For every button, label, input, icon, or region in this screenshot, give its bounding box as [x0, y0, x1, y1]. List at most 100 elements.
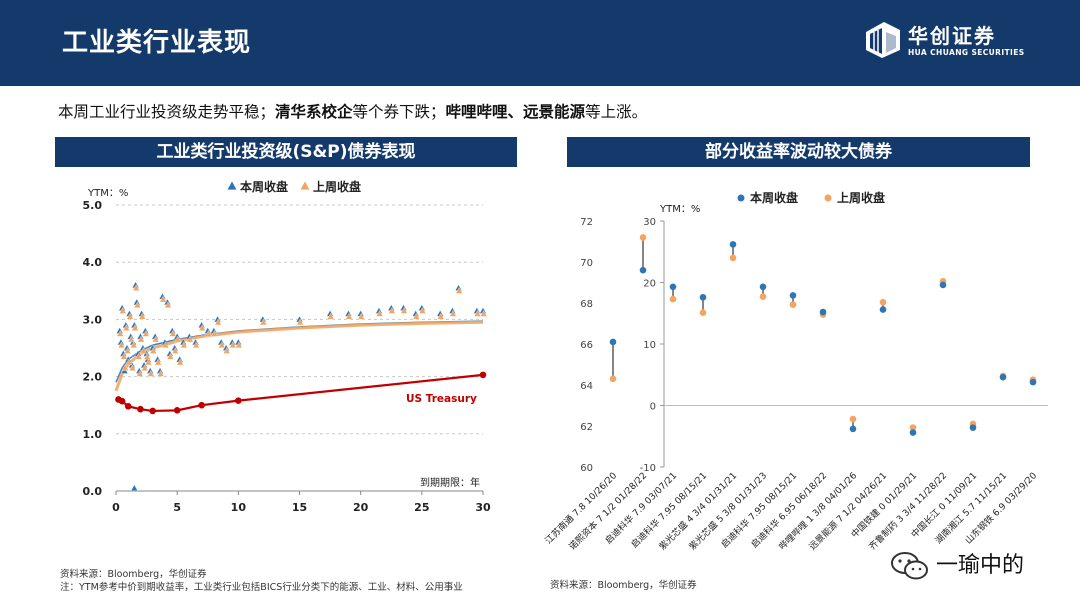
last-week-point: [699, 309, 707, 316]
scatter-point: [120, 352, 128, 360]
summary-part2: 等个券下跌；: [352, 103, 446, 121]
legend-label-last-week-right: 上周收盘: [837, 190, 885, 205]
scatter-point: [137, 335, 145, 343]
left-y-tick-label: 66: [580, 340, 593, 351]
scatter-point: [357, 312, 365, 320]
scatter-point: [128, 364, 137, 371]
scatter-point: [204, 330, 212, 337]
last-week-point: [909, 424, 917, 431]
logo-text-en: HUA CHUANG SECURITIES: [908, 48, 1025, 57]
this-week-point: [699, 293, 707, 301]
scatter-point: [159, 295, 167, 303]
legend-label-this-week: 本周收盘: [240, 179, 288, 194]
logo-text-cn: 华创证券: [908, 24, 996, 48]
last-week-point: [789, 301, 797, 308]
wechat-watermark: 一瑜中的: [880, 545, 1060, 585]
y-tick-label: 0.0: [83, 485, 103, 498]
legend-label-this-week-right: 本周收盘: [750, 190, 798, 205]
this-week-point: [849, 425, 857, 433]
left-y-tick-label: 64: [580, 381, 593, 392]
left-source: 资料来源：Bloomberg，华创证券: [60, 569, 207, 580]
x-tick-label: 10: [231, 501, 247, 514]
scatter-point: [135, 352, 143, 360]
this-week-point: [909, 429, 917, 436]
scatter-point: [127, 335, 135, 343]
legend-dot-this-week: [737, 194, 745, 202]
wechat-icon: [891, 552, 928, 580]
last-week-point: [639, 234, 647, 241]
scatter-point: [119, 307, 127, 314]
scatter-point: [229, 341, 237, 348]
summary-part1: 本周工业行业投资级走势平稳；: [58, 103, 276, 121]
scatter-point: [122, 324, 130, 331]
last-week-point: [669, 295, 677, 303]
treasury-point: [118, 397, 126, 405]
this-week-point: [789, 292, 797, 299]
scatter-point: [124, 347, 132, 354]
left-note: 注：YTM参考中价到期收益率，工业类行业包括BICS行业分类下的能源、工业、材料…: [60, 582, 463, 593]
scatter-point: [296, 318, 304, 326]
treasury-point: [149, 407, 156, 415]
y-tick-label: 4.0: [83, 256, 103, 269]
scatter-point: [125, 358, 133, 366]
scatter-point: [388, 307, 396, 314]
scatter-point: [186, 335, 194, 343]
scatter-point: [133, 301, 141, 308]
scatter-point: [166, 352, 174, 360]
this-week-point: [999, 373, 1007, 381]
scatter-point: [327, 312, 335, 320]
scatter-point: [171, 347, 179, 354]
x-tick-label: 25: [414, 501, 429, 514]
scatter-point: [192, 341, 200, 348]
treasury-point: [173, 407, 181, 414]
summary-part3: 等上涨。: [585, 103, 648, 121]
y-tick-label: 1.0: [83, 428, 103, 441]
right-source: 资料来源：Bloomberg，华创证券: [550, 580, 697, 591]
scatter-point: [126, 312, 134, 320]
scatter-point: [449, 310, 457, 317]
scatter-point: [223, 347, 231, 354]
x-tick-label: 20: [353, 501, 369, 514]
legend-dot-last-week: [824, 194, 832, 202]
scatter-point: [473, 310, 482, 317]
right-y-tick-label: 10: [643, 340, 656, 351]
treasury-point: [198, 401, 205, 409]
treasury-label: US Treasury: [406, 393, 477, 405]
scatter-point: [164, 301, 172, 308]
legend-marker-this-week: [227, 181, 237, 190]
left-y-tick-label: 68: [580, 299, 593, 310]
scatter-point: [174, 335, 182, 343]
scatter-point: [138, 312, 146, 320]
y-tick-label: 2.0: [83, 371, 103, 384]
scatter-point: [455, 287, 463, 294]
scatter-point: [169, 330, 177, 337]
header-bar: 工业类行业表现 华创证券 HUA CHUANG SECURITIES: [0, 0, 1080, 86]
left-panel-title: 工业类行业投资级(S&P)债券表现: [55, 137, 517, 167]
last-week-point: [879, 298, 887, 306]
last-week-point: [849, 415, 857, 423]
scatter-point: [180, 341, 188, 348]
legend-marker-last-week: [300, 181, 310, 190]
this-week-point: [669, 283, 677, 291]
last-week-point: [759, 293, 767, 300]
scatter-point: [154, 358, 162, 366]
last-week-point: [729, 254, 737, 262]
scatter-point: [121, 364, 129, 371]
this-week-point: [879, 306, 887, 313]
x-tick-label: 15: [292, 501, 307, 514]
right-y-tick-label: 20: [643, 279, 656, 290]
this-week-point: [939, 281, 947, 289]
scatter-point: [152, 335, 160, 343]
watermark-text: 一瑜中的: [936, 553, 1025, 578]
right-panel-title: 部分收益率波动较大债券: [567, 137, 1030, 167]
scatter-point: [376, 310, 384, 317]
this-week-point: [639, 266, 647, 274]
last-week-point: [609, 375, 617, 383]
this-week-point: [609, 338, 617, 346]
scatter-point: [130, 341, 138, 348]
right-y-tick-label: 0: [650, 402, 656, 413]
scatter-point: [218, 341, 226, 348]
treasury-point: [137, 405, 144, 413]
this-week-point: [819, 308, 827, 316]
